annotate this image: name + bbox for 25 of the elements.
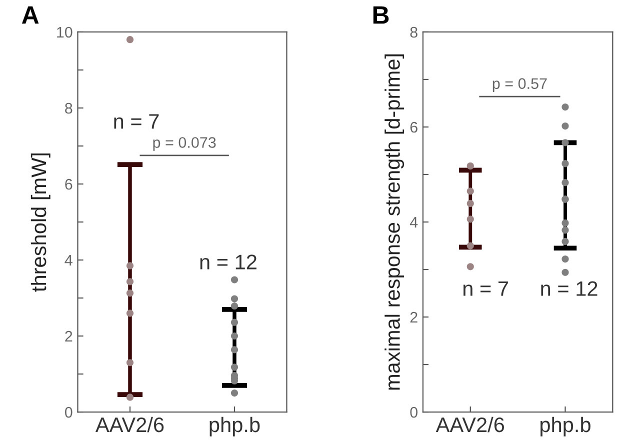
y-tick-label: 8 [410, 26, 418, 38]
y-axis-title: maximal response strength [d-prime] [384, 54, 404, 390]
annotation: n = 7 [114, 114, 159, 129]
y-tick-label: 4 [410, 217, 418, 228]
y-tick-label: 6 [65, 178, 72, 190]
y-tick-label: 4 [64, 255, 72, 266]
x-tick-label: php.b [540, 416, 590, 436]
annotation: n = 7 [463, 281, 508, 296]
y-tick-label: 6 [410, 122, 418, 133]
y-tick-label: 2 [410, 312, 418, 323]
y-tick-label: 0 [410, 406, 418, 418]
x-tick-label: php.b [210, 416, 260, 436]
x-tick-label: AAV2/6 [436, 416, 504, 432]
y-axis-title: threshold [mW] [30, 153, 50, 292]
chart-title: B [373, 6, 389, 24]
x-tick-label: AAV2/6 [95, 416, 164, 432]
y-tick-label: 2 [65, 330, 72, 342]
annotation: p = 0.57 [492, 78, 547, 92]
chart-title: A [22, 6, 39, 24]
annotation: n = 12 [541, 281, 598, 296]
y-tick-label: 10 [57, 26, 72, 38]
y-tick-label: 0 [64, 406, 72, 418]
y-tick-label: 8 [65, 102, 72, 114]
annotation: p = 0.073 [153, 137, 216, 151]
annotation: n = 12 [200, 254, 256, 270]
